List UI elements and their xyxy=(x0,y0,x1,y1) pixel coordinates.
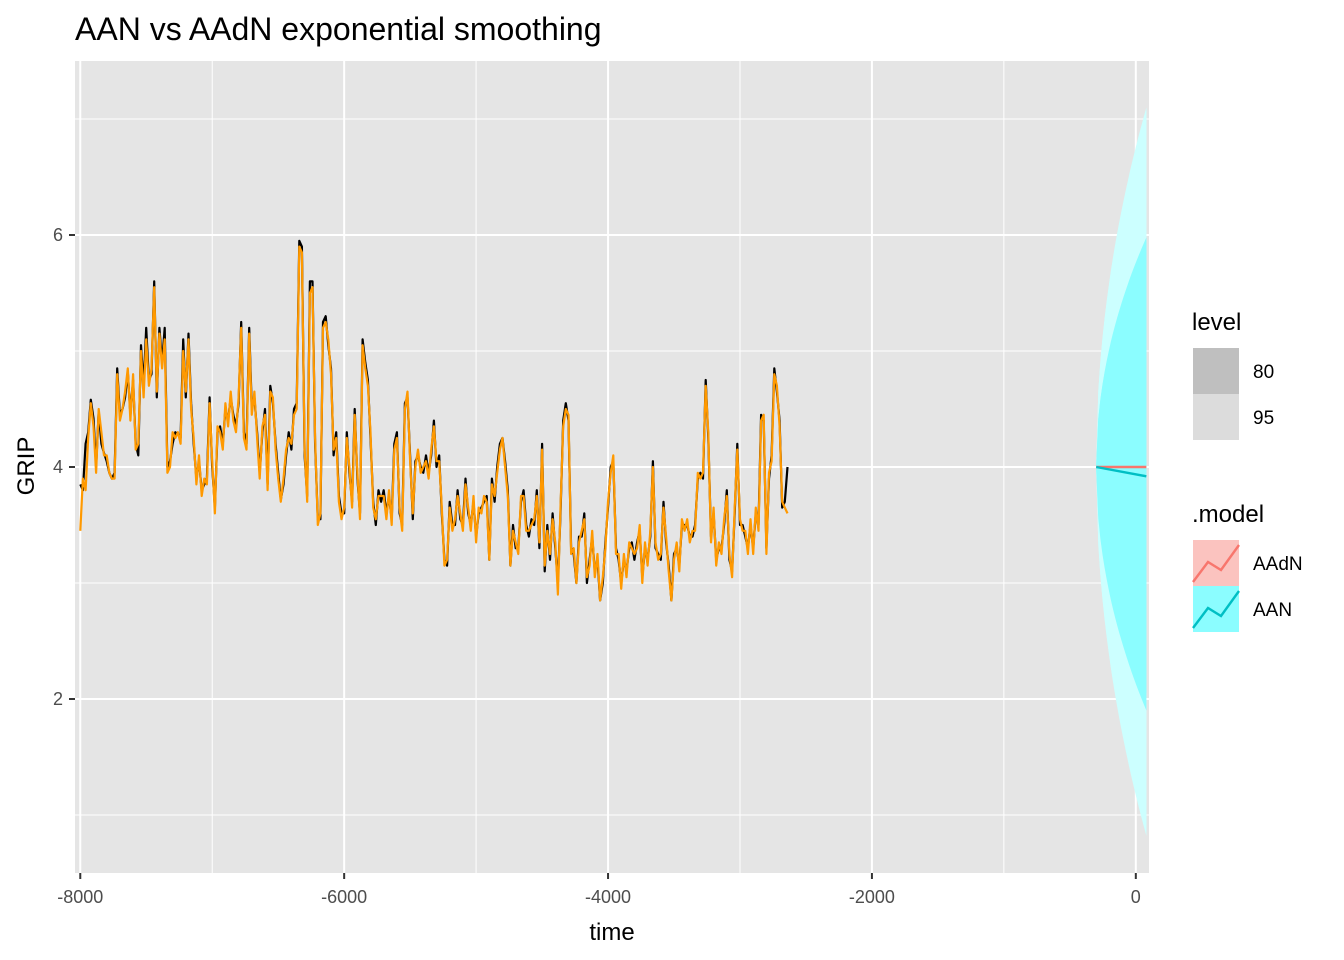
legend-key-model xyxy=(1193,540,1239,586)
x-tick-label: 0 xyxy=(1131,887,1141,907)
aan-80-interval xyxy=(1096,237,1147,711)
legend-label-level: 95 xyxy=(1253,408,1274,429)
y-axis: 2 4 6 xyxy=(53,225,75,709)
x-tick-label: -6000 xyxy=(321,887,367,907)
x-tick-label: -8000 xyxy=(57,887,103,907)
fitted-series-line xyxy=(79,245,789,602)
legend: level 80 95 .model AAdN AAN xyxy=(1192,309,1303,632)
legend-key-level xyxy=(1193,348,1239,394)
legend-line-icon xyxy=(1192,590,1240,629)
y-tick-label: 6 xyxy=(53,225,63,245)
x-tick-label: -4000 xyxy=(585,887,631,907)
y-axis-title: GRIP xyxy=(13,437,40,496)
y-tick-label: 4 xyxy=(53,457,63,477)
legend-key-level xyxy=(1193,394,1239,440)
x-axis: -8000 -6000 -4000 -2000 0 xyxy=(57,873,1141,907)
legend-key-model xyxy=(1193,586,1239,632)
legend-title-model: .model xyxy=(1192,501,1264,528)
legend-title-level: level xyxy=(1192,309,1241,336)
legend-label-level: 80 xyxy=(1253,362,1274,383)
legend-label-model: AAdN xyxy=(1253,554,1303,575)
legend-line-icon xyxy=(1192,544,1240,583)
y-tick-label: 2 xyxy=(53,689,63,709)
legend-label-model: AAN xyxy=(1253,600,1292,621)
aan-forecast-line xyxy=(1096,465,1147,478)
plot-panel xyxy=(75,61,1149,873)
chart-title: AAN vs AAdN exponential smoothing xyxy=(75,11,602,47)
x-axis-title: time xyxy=(589,919,634,946)
x-tick-label: -2000 xyxy=(849,887,895,907)
